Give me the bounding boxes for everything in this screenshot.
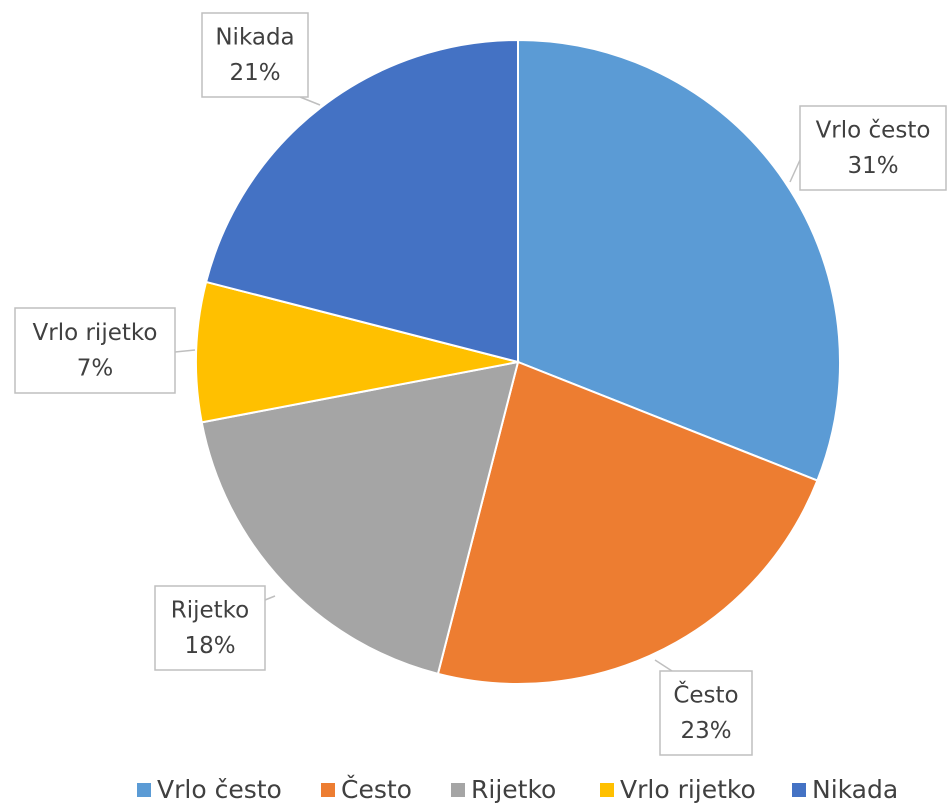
legend-swatch [792, 783, 806, 797]
data-label-value: 23% [680, 718, 731, 744]
legend-swatch [451, 783, 465, 797]
callout-leader [264, 595, 276, 601]
pie-slice [195, 280, 519, 424]
callout-box [14, 307, 176, 394]
legend-swatch [137, 783, 151, 797]
legend-swatch [600, 783, 614, 797]
data-label-value: 7% [77, 356, 114, 382]
callout-box [201, 12, 309, 98]
callout-box [659, 670, 753, 756]
data-label-value: 31% [847, 153, 898, 179]
legend-label: Rijetko [471, 775, 556, 804]
data-label-category: Često [673, 681, 738, 709]
data-label-value: 18% [184, 633, 235, 659]
data-label-category: Rijetko [171, 598, 250, 624]
pie-slice [517, 38, 841, 482]
data-label-value: 21% [229, 60, 280, 86]
legend-swatch [321, 783, 335, 797]
legend-label: Često [341, 774, 412, 804]
data-label-category: Nikada [215, 25, 294, 51]
callout-box [154, 585, 266, 671]
pie-slice [436, 360, 819, 685]
legend-label: Vrlo često [157, 775, 282, 804]
callout-box [799, 105, 947, 191]
legend-label: Nikada [812, 775, 898, 804]
callout-leader [299, 96, 321, 106]
callout-leader [789, 159, 801, 183]
pie-slice [204, 38, 519, 364]
callout-leader [174, 349, 196, 353]
data-label-category: Vrlo rijetko [33, 320, 158, 346]
callout-leader [654, 659, 673, 672]
legend-label: Vrlo rijetko [620, 775, 756, 804]
data-label-category: Vrlo često [816, 118, 931, 144]
pie-slice [200, 360, 520, 676]
